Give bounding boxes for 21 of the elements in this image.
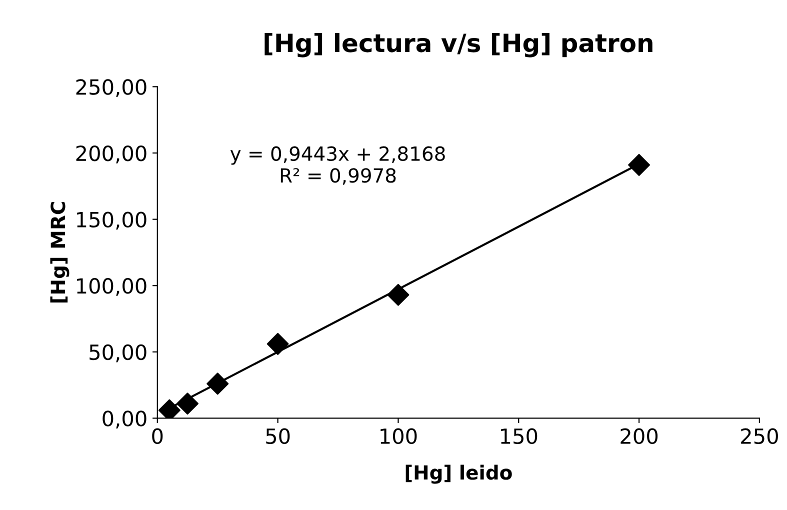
point: [628, 154, 650, 176]
y-tick-label: 150,00: [77, 212, 146, 230]
y-tick-label: 100,00: [77, 278, 146, 296]
x-axis-title: [Hg] leido: [406, 464, 512, 484]
x-tick-label: 50: [266, 428, 290, 444]
y-axis-title: [Hg] MRC: [50, 202, 70, 302]
annotation: y = 0,9443x + 2,8168 R² = 0,9978: [230, 146, 445, 185]
point: [206, 372, 229, 395]
y-tick-label: 0,00: [102, 410, 146, 429]
y-tick-label: 50,00: [90, 344, 146, 362]
point: [266, 332, 289, 355]
y-tick-label: 250,00: [76, 79, 146, 98]
x-tick-label: 250: [741, 428, 778, 444]
chart-title: [Hg] lectura v/s [Hg] patron: [264, 32, 652, 58]
x-tick-label: 150: [501, 428, 538, 444]
point: [387, 284, 410, 306]
y-tick-label: 200,00: [76, 145, 146, 164]
x-tick-label: 100: [380, 428, 417, 444]
x-tick-label: 0: [152, 428, 163, 444]
point: [176, 392, 198, 415]
x-tick-label: 200: [620, 428, 658, 444]
